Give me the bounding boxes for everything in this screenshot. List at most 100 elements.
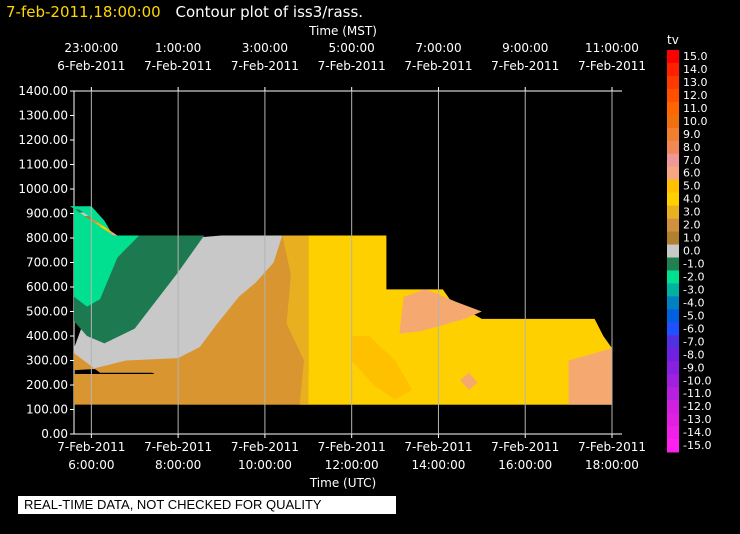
x-tick-label-date: 7-Feb-2011 — [144, 440, 212, 454]
colorbar-swatch — [667, 127, 679, 142]
colorbar-label: -1.0 — [683, 258, 704, 271]
colorbar-swatch — [667, 244, 679, 258]
colorbar-swatch — [667, 166, 679, 181]
colorbar-swatch — [667, 322, 679, 336]
x-tick-label-date: 7-Feb-2011 — [318, 440, 386, 454]
wedge-band-3.0 — [94, 222, 103, 226]
colorbar-label: 1.0 — [683, 232, 701, 245]
colorbar-swatch — [667, 231, 679, 245]
wedge-band-4.0 — [98, 225, 108, 230]
colorbar-swatch — [667, 192, 679, 207]
colorbar-swatch — [667, 283, 679, 297]
y-tick-label: 700.00 — [26, 256, 68, 270]
x-tick-label-date: 7-Feb-2011 — [578, 440, 646, 454]
header: 7-feb-2011,18:00:00 Contour plot of iss3… — [6, 3, 363, 21]
colorbar-swatch — [667, 140, 679, 155]
x-tick-label-time: 12:00:00 — [325, 458, 379, 472]
y-tick-label: 100.00 — [26, 403, 68, 417]
colorbar-swatch — [667, 361, 679, 375]
colorbar-swatch — [667, 153, 679, 168]
x-tick-label-time: 10:00:00 — [238, 458, 292, 472]
x-tick-top-date: 7-Feb-2011 — [318, 59, 386, 73]
contour-region--2.0 — [74, 206, 140, 307]
colorbar-label: 13.0 — [683, 76, 708, 89]
y-tick-label: 1300.00 — [18, 109, 68, 123]
colorbar-swatch — [667, 335, 679, 349]
colorbar-label: 6.0 — [683, 167, 701, 180]
x-tick-top-time: 1:00:00 — [155, 41, 201, 55]
colorbar-swatch — [667, 387, 679, 401]
x-tick-label-date: 7-Feb-2011 — [404, 440, 472, 454]
colorbar-label: 5.0 — [683, 180, 701, 193]
colorbar-swatch — [667, 348, 679, 362]
colorbar-label: -2.0 — [683, 270, 704, 283]
colorbar-label: -13.0 — [683, 413, 711, 426]
colorbar-label: -15.0 — [683, 439, 711, 452]
colorbar-title: tv — [667, 33, 679, 47]
colorbar-swatch — [667, 426, 679, 440]
chart-title: Contour plot of iss3/rass. — [175, 3, 364, 21]
x-tick-label-date: 7-Feb-2011 — [57, 440, 125, 454]
x-tick-label-time: 16:00:00 — [498, 458, 552, 472]
contour-region-6.0 — [460, 372, 478, 390]
x-tick-top-time: 9:00:00 — [502, 41, 548, 55]
colorbar-label: -9.0 — [683, 361, 704, 374]
contour-region-3.0 — [282, 235, 309, 405]
colorbar-swatch — [667, 439, 679, 453]
y-tick-label: 900.00 — [26, 207, 68, 221]
colorbar-swatch — [667, 50, 679, 64]
colorbar-swatch — [667, 75, 679, 90]
y-tick-label: 400.00 — [26, 329, 68, 343]
colorbar-swatch — [667, 205, 679, 220]
colorbar-swatch — [667, 101, 679, 116]
colorbar-label: 9.0 — [683, 128, 701, 141]
colorbar-label: 14.0 — [683, 63, 708, 76]
colorbar-label: -3.0 — [683, 283, 704, 296]
colorbar-swatch — [667, 114, 679, 129]
colorbar-swatch — [667, 257, 679, 271]
y-tick-label: 1200.00 — [18, 133, 68, 147]
y-tick-label: 600.00 — [26, 280, 68, 294]
colorbar-swatch — [667, 179, 679, 194]
colorbar-label: -4.0 — [683, 296, 704, 309]
colorbar-label: -5.0 — [683, 309, 704, 322]
x-tick-top-time: 23:00:00 — [64, 41, 118, 55]
colorbar-swatch — [667, 400, 679, 414]
x-tick-label-time: 14:00:00 — [411, 458, 465, 472]
x-axis-title-bottom: Time (UTC) — [309, 476, 376, 490]
colorbar-swatch — [667, 62, 679, 77]
colorbar-label: -12.0 — [683, 400, 711, 413]
colorbar-label: -14.0 — [683, 426, 711, 439]
colorbar-label: 15.0 — [683, 50, 708, 63]
wedge-band-5.0 — [103, 229, 113, 233]
x-tick-label-time: 18:00:00 — [585, 458, 639, 472]
colorbar-label: -7.0 — [683, 335, 704, 348]
y-tick-label: 1100.00 — [18, 158, 68, 172]
wedge-band--2.0 — [70, 206, 79, 210]
x-tick-top-time: 3:00:00 — [242, 41, 288, 55]
contour-region-6.0 — [568, 348, 612, 405]
y-tick-label: 0.00 — [41, 427, 68, 441]
colorbar-swatch — [667, 413, 679, 427]
colorbar-swatch — [667, 309, 679, 323]
colorbar-label: 11.0 — [683, 102, 708, 115]
colorbar-label: 7.0 — [683, 154, 701, 167]
x-tick-label-time: 8:00:00 — [155, 458, 201, 472]
timestamp: 7-feb-2011,18:00:00 — [6, 3, 161, 21]
x-tick-label-date: 7-Feb-2011 — [491, 440, 559, 454]
y-tick-label: 1000.00 — [18, 182, 68, 196]
y-tick-label: 500.00 — [26, 305, 68, 319]
x-tick-top-date: 6-Feb-2011 — [57, 59, 125, 73]
colorbar-swatch — [667, 296, 679, 310]
x-tick-label-date: 7-Feb-2011 — [231, 440, 299, 454]
colorbar-label: -8.0 — [683, 348, 704, 361]
colorbar-swatch — [667, 374, 679, 388]
x-axis-title-top: Time (MST) — [308, 24, 377, 38]
contour-region-2.0 — [74, 235, 309, 405]
contour-region-5.0 — [351, 336, 413, 400]
colorbar-swatch — [667, 218, 679, 232]
x-tick-top-date: 7-Feb-2011 — [491, 59, 559, 73]
colorbar-label: 2.0 — [683, 219, 701, 232]
colorbar-label: 0.0 — [683, 245, 701, 258]
